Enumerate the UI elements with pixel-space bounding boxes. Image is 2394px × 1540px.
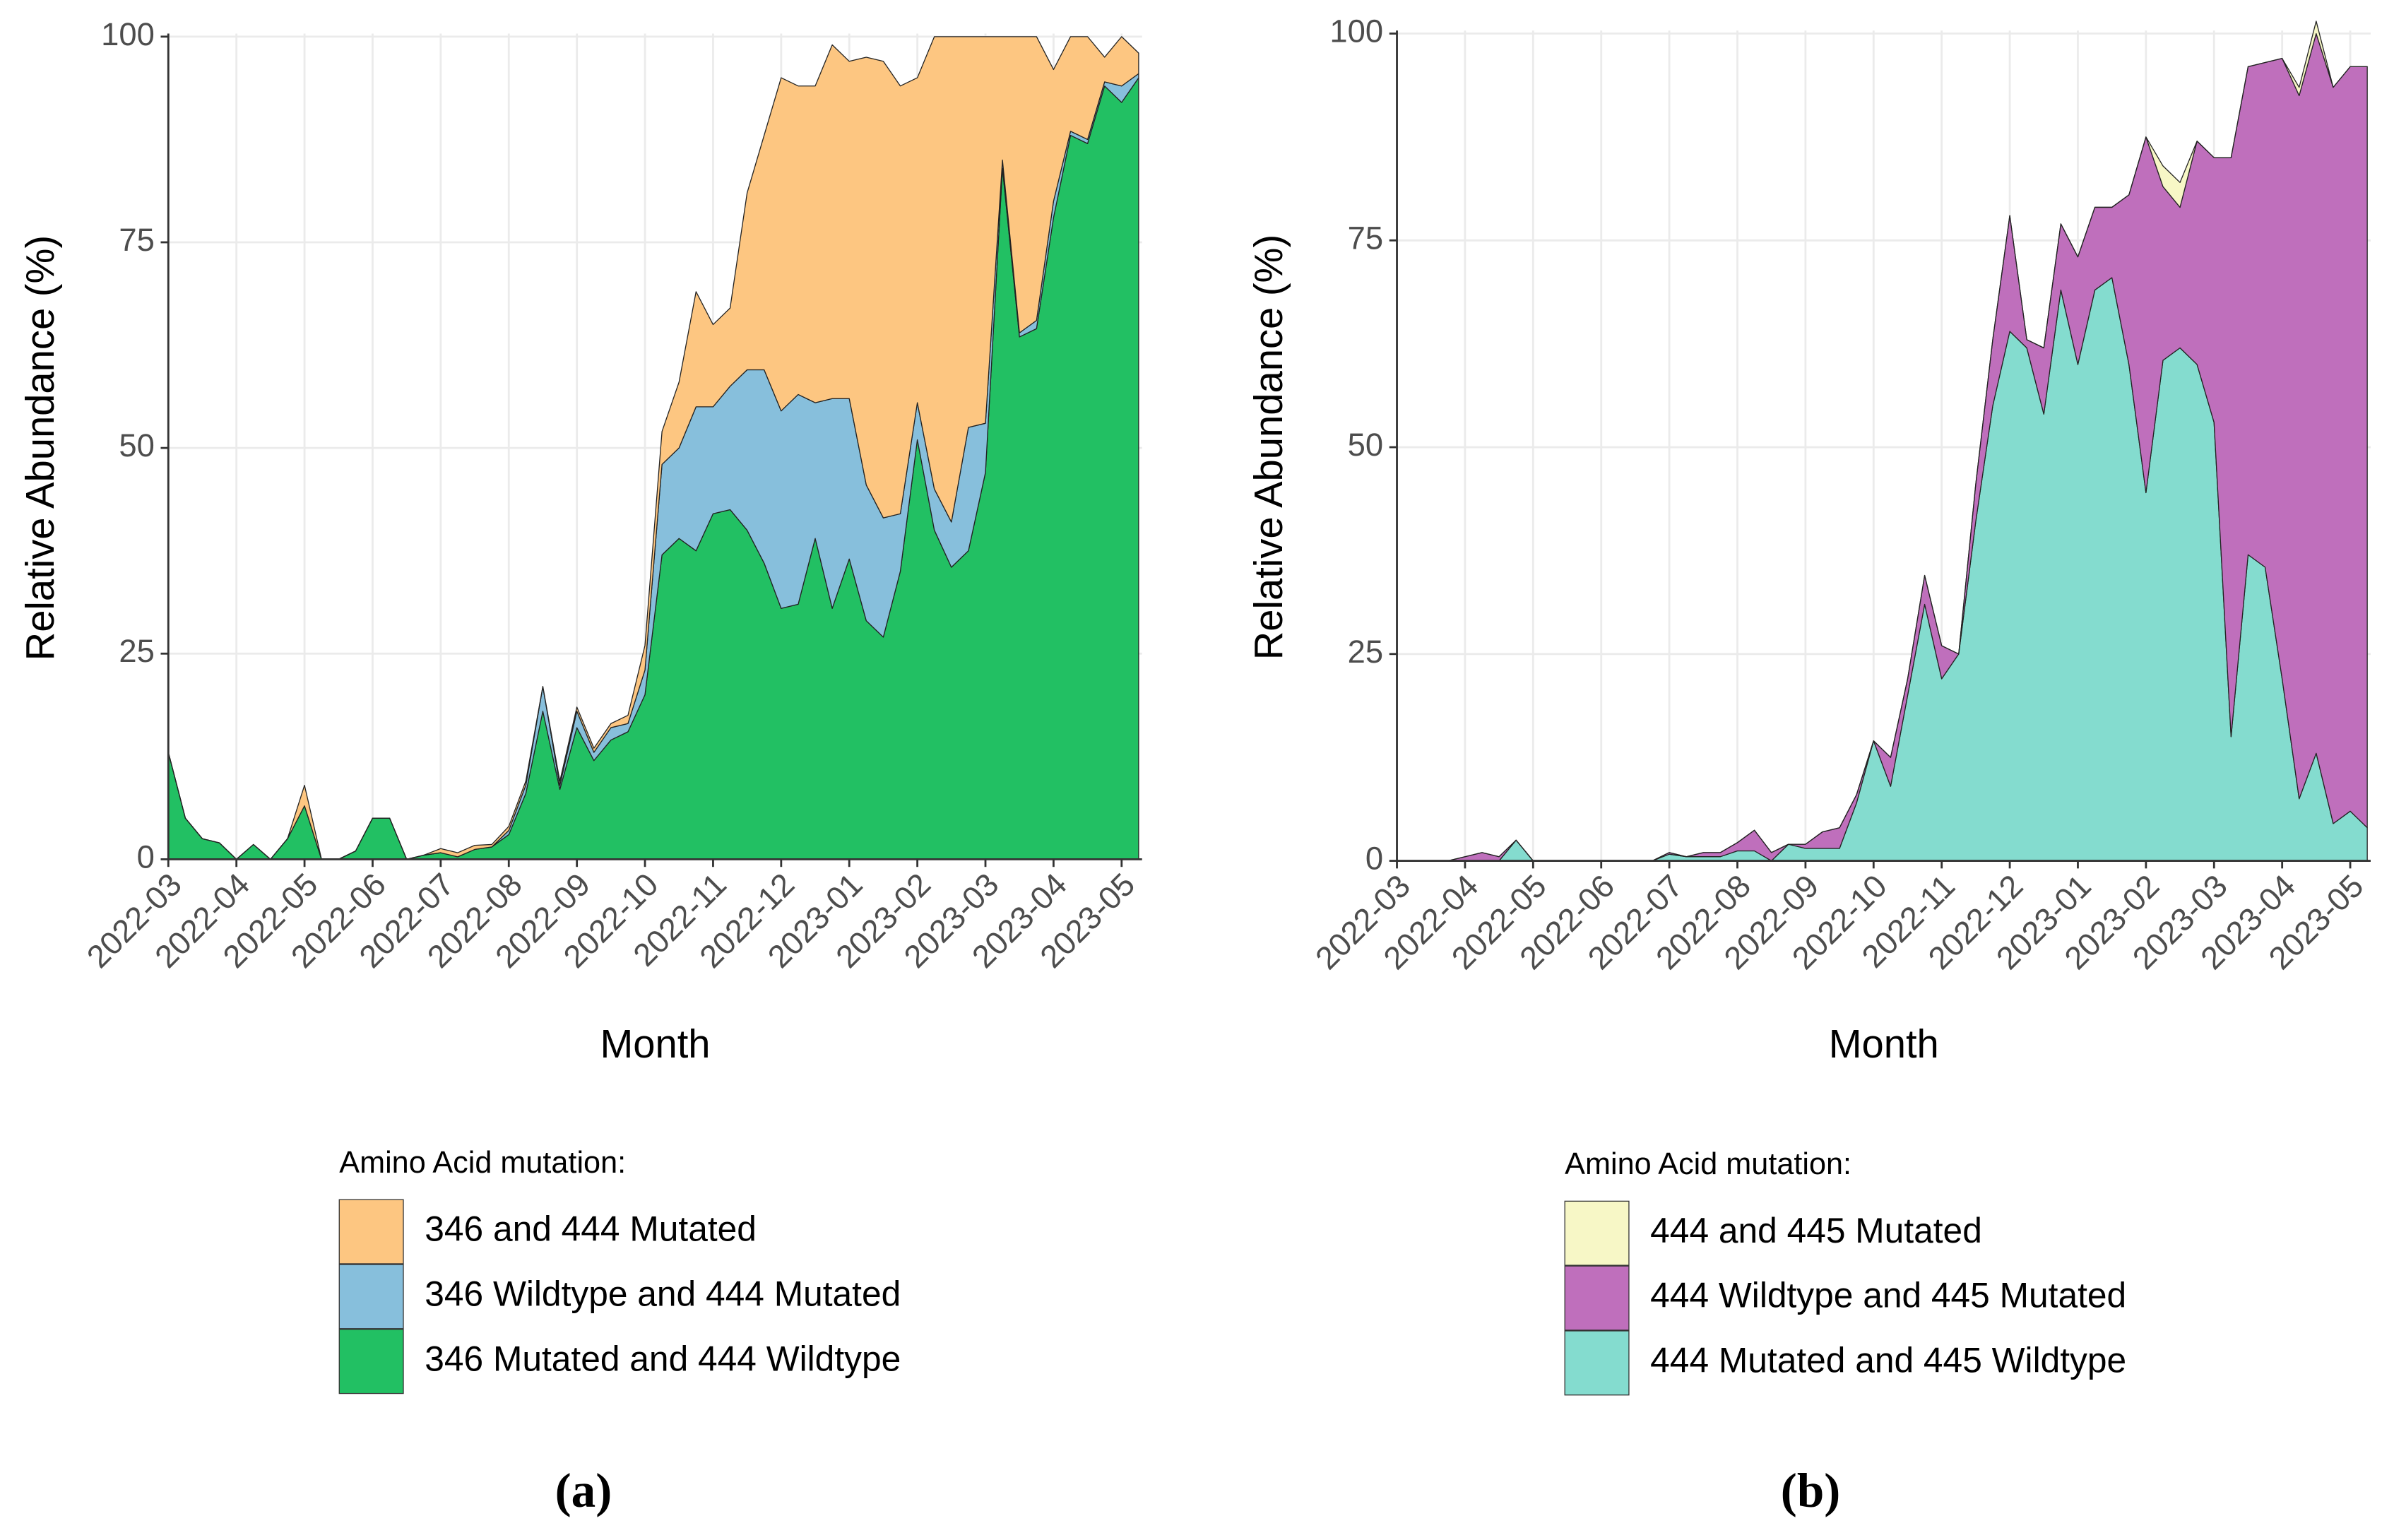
legend-swatch: [1564, 1265, 1630, 1331]
legend-label: 346 Wildtype and 444 Mutated: [425, 1274, 901, 1314]
legend-title: Amino Acid mutation:: [1565, 1147, 1851, 1181]
caption: (a): [555, 1463, 612, 1517]
y-tick-label: 75: [1348, 220, 1383, 256]
legend-swatch: [338, 1199, 404, 1264]
y-tick-label: 25: [1348, 634, 1383, 670]
x-axis-title: Month: [600, 1021, 710, 1066]
legend-label: 444 Wildtype and 445 Mutated: [1650, 1276, 2126, 1315]
area: [1396, 20, 2368, 862]
x-axis-title: Month: [1829, 1021, 1939, 1066]
legend-label: 444 and 445 Mutated: [1650, 1211, 1982, 1250]
legend-title: Amino Acid mutation:: [339, 1146, 626, 1180]
y-tick-label: 25: [119, 633, 154, 669]
legend-label: 444 Mutated and 445 Wildtype: [1650, 1341, 2126, 1380]
area: [167, 36, 1139, 860]
legend-swatch: [1564, 1330, 1630, 1396]
legend-swatch: [338, 1264, 404, 1329]
legend-label: 346 and 444 Mutated: [425, 1209, 757, 1249]
caption: (b): [1781, 1463, 1840, 1517]
y-tick-label: 75: [119, 222, 154, 258]
y-tick-label: 0: [1365, 841, 1383, 877]
legend-swatch: [338, 1329, 404, 1394]
y-tick-label: 50: [119, 427, 154, 463]
y-axis-title: Relative Abundance (%): [18, 235, 62, 661]
y-tick-label: 100: [1329, 13, 1383, 49]
y-tick-label: 100: [101, 16, 155, 52]
legend-label: 346 Mutated and 444 Wildtype: [425, 1339, 901, 1378]
y-tick-label: 50: [1348, 427, 1383, 463]
y-tick-label: 0: [137, 839, 155, 875]
y-axis-title: Relative Abundance (%): [1246, 235, 1291, 660]
legend-swatch: [1564, 1200, 1630, 1266]
